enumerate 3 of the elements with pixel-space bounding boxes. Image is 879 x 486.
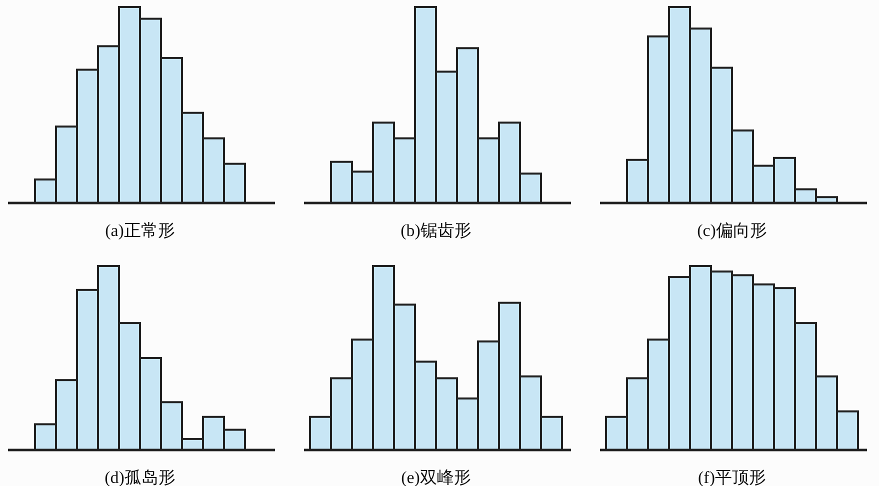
text: (c)偏向形 <box>697 221 767 240</box>
text: (a)正常形 <box>105 221 175 240</box>
text: (b)锯齿形 <box>400 221 472 240</box>
